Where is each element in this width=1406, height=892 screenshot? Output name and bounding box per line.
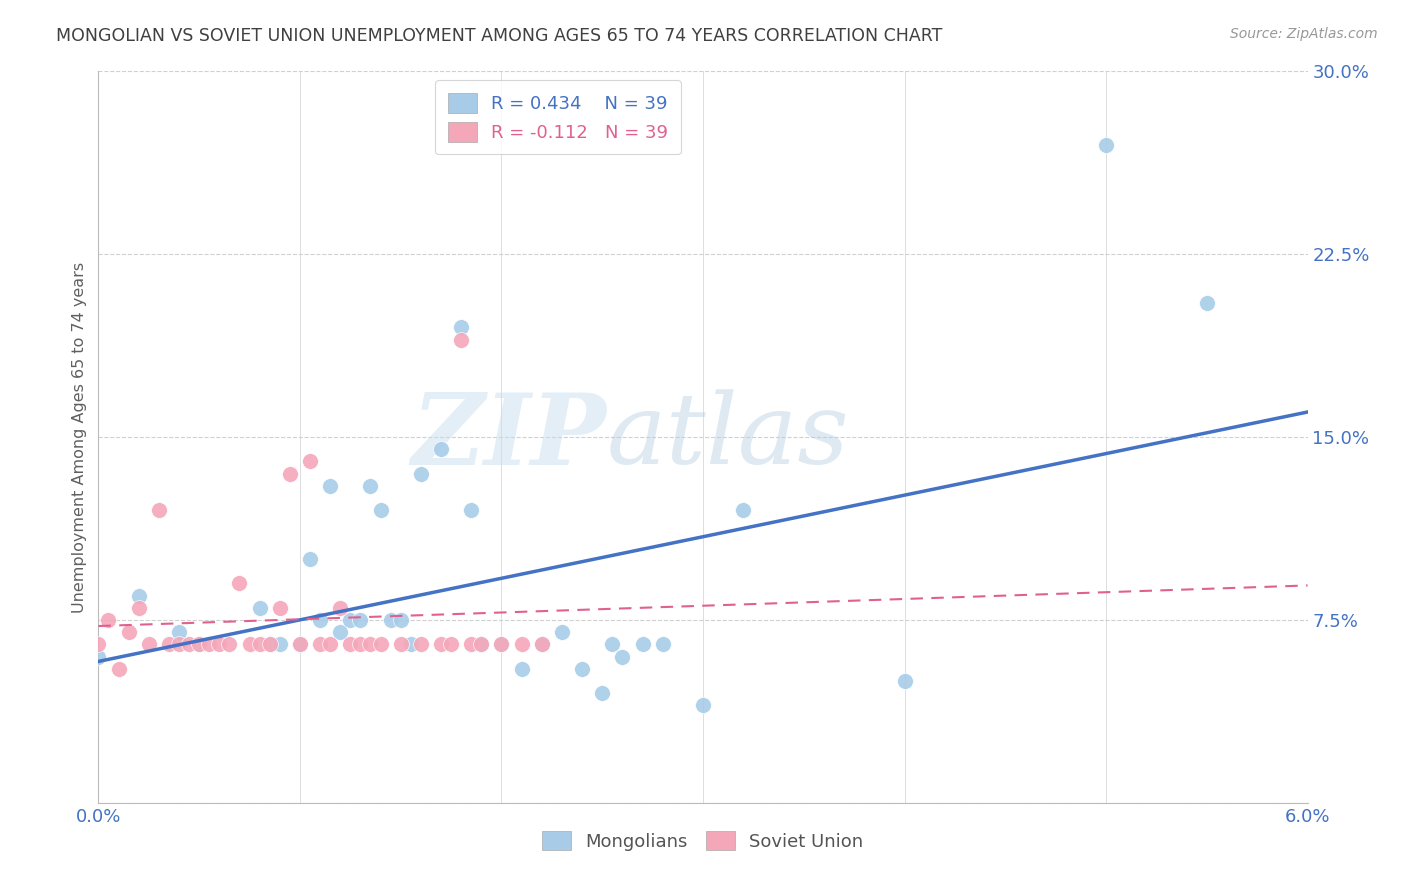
Point bbox=[460, 637, 482, 651]
Point bbox=[602, 637, 624, 651]
Point bbox=[409, 637, 432, 651]
Point bbox=[389, 637, 412, 651]
Point bbox=[288, 637, 311, 651]
Point bbox=[259, 637, 281, 651]
Point bbox=[188, 637, 211, 651]
Point bbox=[571, 662, 593, 676]
Text: atlas: atlas bbox=[606, 390, 849, 484]
Point bbox=[128, 600, 150, 615]
Point bbox=[733, 503, 755, 517]
Point bbox=[97, 613, 120, 627]
Point bbox=[339, 637, 361, 651]
Point bbox=[530, 637, 553, 651]
Point bbox=[188, 637, 211, 651]
Point bbox=[470, 637, 492, 651]
Point bbox=[389, 613, 412, 627]
Point bbox=[339, 613, 361, 627]
Point bbox=[218, 637, 240, 651]
Point bbox=[208, 637, 231, 651]
Point bbox=[329, 625, 352, 640]
Point bbox=[167, 637, 190, 651]
Point bbox=[118, 625, 141, 640]
Point bbox=[370, 637, 392, 651]
Text: ZIP: ZIP bbox=[412, 389, 606, 485]
Point bbox=[319, 479, 342, 493]
Point bbox=[299, 552, 322, 566]
Point bbox=[510, 662, 533, 676]
Point bbox=[148, 503, 170, 517]
Point bbox=[278, 467, 301, 481]
Point bbox=[450, 333, 472, 347]
Point bbox=[269, 600, 291, 615]
Point bbox=[249, 637, 271, 651]
Point bbox=[440, 637, 463, 651]
Point bbox=[430, 637, 453, 651]
Point bbox=[399, 637, 422, 651]
Point bbox=[631, 637, 654, 651]
Point bbox=[299, 454, 322, 468]
Point bbox=[692, 698, 714, 713]
Point bbox=[1195, 296, 1218, 310]
Point bbox=[288, 637, 311, 651]
Point bbox=[430, 442, 453, 457]
Point bbox=[269, 637, 291, 651]
Point bbox=[309, 637, 332, 651]
Point bbox=[530, 637, 553, 651]
Point bbox=[309, 613, 332, 627]
Point bbox=[491, 637, 513, 651]
Point bbox=[87, 637, 110, 651]
Point bbox=[450, 320, 472, 334]
Point bbox=[259, 637, 281, 651]
Point bbox=[1095, 137, 1118, 152]
Point bbox=[87, 649, 110, 664]
Point bbox=[360, 479, 382, 493]
Point bbox=[380, 613, 402, 627]
Point bbox=[228, 576, 250, 591]
Point bbox=[329, 600, 352, 615]
Y-axis label: Unemployment Among Ages 65 to 74 years: Unemployment Among Ages 65 to 74 years bbox=[72, 261, 87, 613]
Point bbox=[319, 637, 342, 651]
Text: MONGOLIAN VS SOVIET UNION UNEMPLOYMENT AMONG AGES 65 TO 74 YEARS CORRELATION CHA: MONGOLIAN VS SOVIET UNION UNEMPLOYMENT A… bbox=[56, 27, 942, 45]
Point bbox=[370, 503, 392, 517]
Point bbox=[167, 625, 190, 640]
Point bbox=[612, 649, 634, 664]
Point bbox=[179, 637, 201, 651]
Point bbox=[198, 637, 221, 651]
Point bbox=[349, 637, 371, 651]
Point bbox=[138, 637, 160, 651]
Point bbox=[409, 467, 432, 481]
Point bbox=[591, 686, 613, 700]
Text: Source: ZipAtlas.com: Source: ZipAtlas.com bbox=[1230, 27, 1378, 41]
Point bbox=[893, 673, 915, 688]
Point bbox=[360, 637, 382, 651]
Point bbox=[107, 662, 129, 676]
Point bbox=[651, 637, 673, 651]
Point bbox=[349, 613, 371, 627]
Point bbox=[551, 625, 574, 640]
Point bbox=[470, 637, 492, 651]
Point bbox=[510, 637, 533, 651]
Point bbox=[239, 637, 262, 651]
Point bbox=[157, 637, 180, 651]
Point bbox=[249, 600, 271, 615]
Point bbox=[460, 503, 482, 517]
Point bbox=[491, 637, 513, 651]
Legend: Mongolians, Soviet Union: Mongolians, Soviet Union bbox=[533, 822, 873, 860]
Point bbox=[128, 589, 150, 603]
